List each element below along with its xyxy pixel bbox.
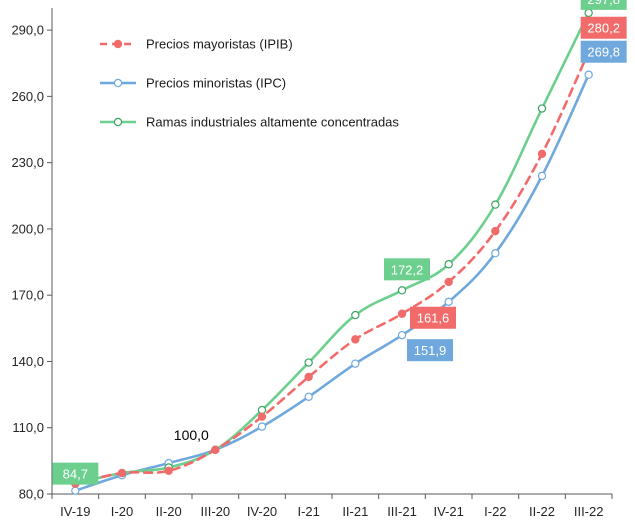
legend-item-concentradas: Ramas industriales altamente concentrada… <box>100 115 399 130</box>
data-point <box>304 358 313 367</box>
legend-item-ipib: Precios mayoristas (IPIB) <box>100 37 293 52</box>
data-label-text: 161,6 <box>417 311 450 326</box>
y-tick-label: 200,0 <box>11 221 44 236</box>
x-tick-label: I-21 <box>297 504 319 519</box>
data-label: 161,6 <box>410 306 456 329</box>
y-tick-label: 80,0 <box>19 487 44 502</box>
data-point <box>304 372 313 382</box>
data-point <box>397 330 407 340</box>
data-label: 297,8 <box>580 0 627 10</box>
data-point <box>491 226 500 236</box>
y-tick-label: 170,0 <box>11 288 44 303</box>
data-label-box <box>410 306 456 329</box>
data-label-text: 297,8 <box>587 0 620 7</box>
legend-swatch-marker <box>113 117 123 127</box>
x-tick-label: III-20 <box>201 504 231 519</box>
data-labels-layer: 84,7 100,0 172,2 161,6 151,9 297,8 280,2 269,8 <box>52 0 627 485</box>
series-layer <box>71 8 593 495</box>
data-point <box>537 171 547 181</box>
x-tick-label: III-22 <box>574 504 604 519</box>
data-label-box <box>580 0 627 10</box>
y-tick-label: 110,0 <box>12 420 44 435</box>
data-point <box>584 8 593 18</box>
y-tick-label: 290,0 <box>11 23 44 38</box>
legend-swatch-marker <box>113 78 123 88</box>
x-tick-label: II-20 <box>156 504 182 519</box>
data-label-text: 100,0 <box>174 427 209 443</box>
data-label-text: 84,7 <box>63 467 88 482</box>
data-point <box>351 359 360 368</box>
x-tick-label: III-21 <box>387 504 417 519</box>
data-point <box>117 468 127 478</box>
legend-label: Precios minoristas (IPC) <box>146 76 286 91</box>
legend-item-ipc: Precios minoristas (IPC) <box>100 76 286 91</box>
y-tick-label: 260,0 <box>11 89 44 104</box>
data-point <box>164 466 173 476</box>
x-tick-label: IV-21 <box>433 504 463 519</box>
data-label-box <box>580 40 627 63</box>
data-point <box>351 310 360 320</box>
data-point <box>444 277 453 287</box>
y-tick-label: 140,0 <box>11 354 44 369</box>
series-line <box>74 50 590 485</box>
data-label-box <box>52 462 99 485</box>
legend-label: Precios mayoristas (IPIB) <box>146 37 293 52</box>
data-label-text: 280,2 <box>587 21 620 36</box>
data-point <box>444 260 453 269</box>
data-point <box>397 309 407 318</box>
data-point <box>351 335 360 344</box>
data-label: 100,0 <box>174 427 209 443</box>
data-label-text: 172,2 <box>391 262 424 277</box>
series-ipc <box>71 70 593 495</box>
x-tick-label: II-21 <box>342 504 368 519</box>
x-tick-label: IV-20 <box>247 504 277 519</box>
chart-axes: 80,0 110,0 140,0 170,0 200,0 230,0 260,0 290,0 I… <box>11 8 613 519</box>
data-point <box>71 486 80 495</box>
data-point <box>491 200 500 209</box>
data-label-text: 269,8 <box>587 45 620 60</box>
data-point <box>444 297 453 307</box>
x-tick-label: I-20 <box>111 504 133 519</box>
data-point <box>304 392 313 401</box>
data-label: 280,2 <box>580 16 627 39</box>
data-label: 172,2 <box>384 258 430 281</box>
data-point <box>537 149 547 158</box>
data-point <box>257 412 267 421</box>
x-tick-label: IV-19 <box>60 504 90 519</box>
data-point <box>537 104 547 113</box>
y-tick-label: 230,0 <box>11 155 44 170</box>
data-point <box>211 445 220 455</box>
legend-label: Ramas industriales altamente concentrada… <box>146 115 399 130</box>
data-label-box <box>384 258 430 281</box>
data-label: 151,9 <box>407 339 453 362</box>
series-line <box>74 73 590 492</box>
data-label-box <box>580 16 627 39</box>
data-label: 84,7 <box>52 462 99 485</box>
data-point <box>397 286 407 295</box>
data-point <box>491 249 500 258</box>
x-tick-label: I-22 <box>484 504 506 519</box>
x-tick-label: II-22 <box>529 504 555 519</box>
data-point <box>257 422 267 431</box>
legend: Precios mayoristas (IPIB) Precios minori… <box>100 37 399 130</box>
data-label-box <box>407 339 453 362</box>
data-label-text: 151,9 <box>414 343 447 358</box>
data-label: 269,8 <box>580 40 627 63</box>
legend-swatch-marker <box>113 39 123 49</box>
data-point <box>584 70 593 79</box>
